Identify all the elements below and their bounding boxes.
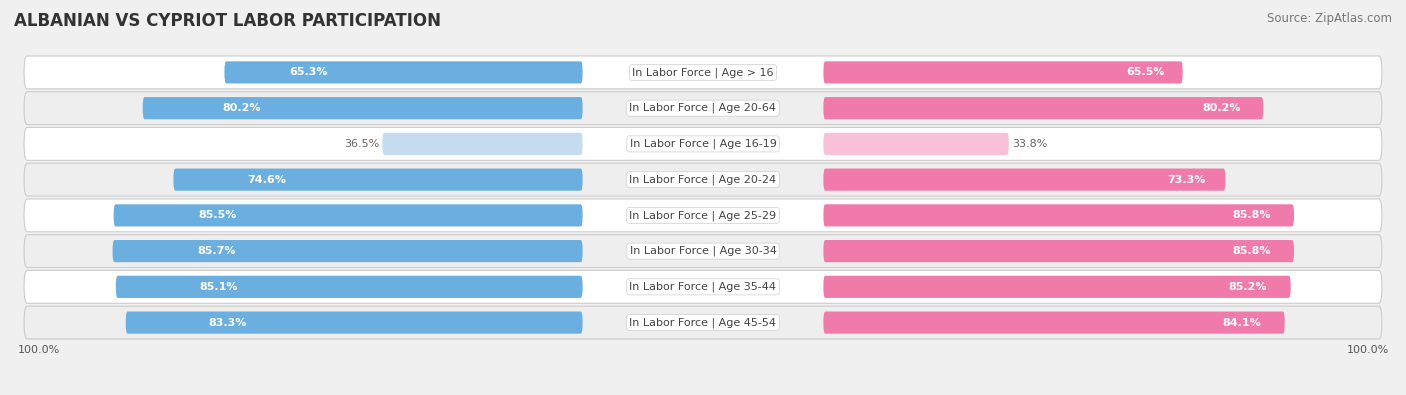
- FancyBboxPatch shape: [24, 235, 1382, 267]
- Text: 84.1%: 84.1%: [1223, 318, 1261, 327]
- Text: 85.8%: 85.8%: [1232, 211, 1271, 220]
- Text: In Labor Force | Age > 16: In Labor Force | Age > 16: [633, 67, 773, 78]
- FancyBboxPatch shape: [824, 240, 1294, 262]
- Text: In Labor Force | Age 20-24: In Labor Force | Age 20-24: [630, 174, 776, 185]
- Text: Source: ZipAtlas.com: Source: ZipAtlas.com: [1267, 12, 1392, 25]
- Text: 65.3%: 65.3%: [288, 68, 328, 77]
- FancyBboxPatch shape: [824, 133, 1008, 155]
- Text: In Labor Force | Age 30-34: In Labor Force | Age 30-34: [630, 246, 776, 256]
- FancyBboxPatch shape: [824, 276, 1291, 298]
- Text: In Labor Force | Age 25-29: In Labor Force | Age 25-29: [630, 210, 776, 221]
- Text: 85.2%: 85.2%: [1229, 282, 1267, 292]
- Text: In Labor Force | Age 16-19: In Labor Force | Age 16-19: [630, 139, 776, 149]
- Text: 33.8%: 33.8%: [1012, 139, 1047, 149]
- FancyBboxPatch shape: [24, 163, 1382, 196]
- Text: In Labor Force | Age 35-44: In Labor Force | Age 35-44: [630, 282, 776, 292]
- FancyBboxPatch shape: [24, 92, 1382, 124]
- FancyBboxPatch shape: [173, 169, 582, 191]
- FancyBboxPatch shape: [824, 169, 1226, 191]
- FancyBboxPatch shape: [382, 133, 582, 155]
- Text: 80.2%: 80.2%: [1202, 103, 1241, 113]
- FancyBboxPatch shape: [824, 204, 1294, 226]
- FancyBboxPatch shape: [125, 312, 582, 334]
- Text: 85.1%: 85.1%: [200, 282, 239, 292]
- Text: 65.5%: 65.5%: [1126, 68, 1164, 77]
- FancyBboxPatch shape: [112, 240, 582, 262]
- FancyBboxPatch shape: [824, 97, 1263, 119]
- Text: 85.7%: 85.7%: [197, 246, 236, 256]
- FancyBboxPatch shape: [24, 56, 1382, 89]
- FancyBboxPatch shape: [114, 204, 582, 226]
- FancyBboxPatch shape: [24, 128, 1382, 160]
- FancyBboxPatch shape: [824, 312, 1285, 334]
- Text: In Labor Force | Age 20-64: In Labor Force | Age 20-64: [630, 103, 776, 113]
- Text: 100.0%: 100.0%: [17, 345, 59, 355]
- Text: In Labor Force | Age 45-54: In Labor Force | Age 45-54: [630, 317, 776, 328]
- FancyBboxPatch shape: [143, 97, 582, 119]
- FancyBboxPatch shape: [24, 306, 1382, 339]
- Text: 74.6%: 74.6%: [247, 175, 285, 184]
- Legend: Albanian, Cypriot: Albanian, Cypriot: [624, 391, 782, 395]
- Text: 83.3%: 83.3%: [208, 318, 246, 327]
- Text: 73.3%: 73.3%: [1167, 175, 1205, 184]
- FancyBboxPatch shape: [24, 199, 1382, 232]
- FancyBboxPatch shape: [24, 271, 1382, 303]
- FancyBboxPatch shape: [225, 61, 582, 83]
- Text: 36.5%: 36.5%: [344, 139, 380, 149]
- Text: 85.5%: 85.5%: [198, 211, 236, 220]
- FancyBboxPatch shape: [824, 61, 1182, 83]
- Text: 100.0%: 100.0%: [1347, 345, 1389, 355]
- Text: ALBANIAN VS CYPRIOT LABOR PARTICIPATION: ALBANIAN VS CYPRIOT LABOR PARTICIPATION: [14, 12, 441, 30]
- Text: 80.2%: 80.2%: [222, 103, 260, 113]
- FancyBboxPatch shape: [115, 276, 582, 298]
- Text: 85.8%: 85.8%: [1232, 246, 1271, 256]
